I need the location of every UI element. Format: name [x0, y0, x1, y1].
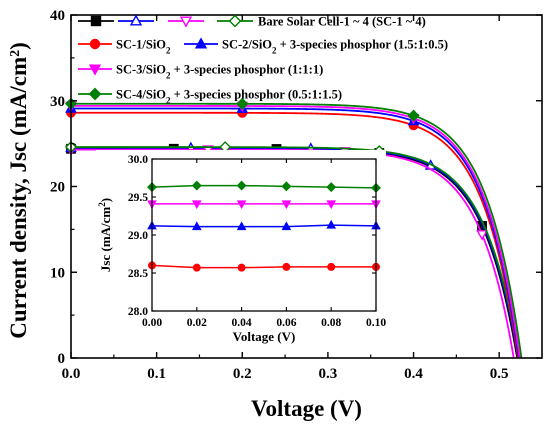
inset-x-tick-label: 0.10	[366, 317, 386, 329]
inset-series-line-1	[151, 184, 377, 189]
series-line-4	[71, 146, 520, 359]
inset-data-point-4-2	[192, 263, 201, 272]
inset-data-point-2-5	[326, 200, 337, 210]
y-tick-label: 40	[50, 8, 65, 24]
legend-label-bare: Bare Solar Cell-1 ~ 4 (SC-1 ~ 4)	[258, 15, 426, 29]
legend-bare-3-marker	[179, 16, 193, 28]
inset-series-line-4	[151, 264, 376, 269]
inset-x-axis-title: Voltage (V)	[233, 329, 296, 344]
inset-data-point-1-3	[236, 180, 247, 191]
inset-data-point-2-2	[191, 200, 202, 210]
legend-bare-4-marker	[228, 14, 242, 28]
inset-data-point-3-4	[281, 221, 292, 231]
inset-x-tick-label: 0.08	[321, 317, 341, 329]
y-tick-label: 0	[58, 351, 66, 367]
inset-y-tick-label: 29.5	[128, 192, 148, 204]
x-tick-label: 0.3	[319, 366, 338, 382]
legend-label-sc3: SC-3/SiO2 + 3-species phosphor (1:1:1)	[116, 63, 323, 81]
y-axis-title: Current density, Jsc (mA/cm2)	[6, 42, 31, 339]
inset-plot: 0.00 0.02 0.04 0.06 0.08 0.10 28.0 28.5 29.0 29.5…	[96, 150, 386, 348]
inset-series-line-3	[151, 224, 377, 228]
legend-sc4-marker	[88, 87, 102, 101]
legend-sc3-marker	[88, 64, 102, 76]
inset-x-tick-label: 0.04	[232, 317, 252, 329]
inset-data-point-4-4	[282, 262, 291, 271]
y-tick-label: 30	[50, 94, 65, 110]
legend-label-sc1: SC-1/SiO2	[116, 38, 171, 56]
inset-y-axis-title: Jsc (mA/cm2)	[97, 198, 113, 272]
inset-x-tick-label: 0.06	[276, 317, 296, 329]
inset-y-tick-label: 28.5	[128, 268, 148, 280]
x-tick-label: 0.4	[404, 366, 423, 382]
inset-data-point-4-3	[237, 263, 246, 272]
inset-y-tick-label: 30.0	[128, 154, 148, 166]
data-point-3-4	[476, 230, 488, 241]
inset-y-tick-label: 29.0	[128, 230, 148, 242]
legend: Bare Solar Cell-1 ~ 4 (SC-1 ~ 4) SC-1/SiO…	[78, 14, 448, 106]
legend-label-sc4: SC-4/SiO2 + 3-species phosphor (0.5:1:1.…	[116, 88, 342, 106]
legend-bare-2-marker	[129, 14, 143, 26]
inset-data-point-3-5	[326, 219, 337, 229]
series-line-6	[71, 107, 520, 359]
inset-data-point-2-4	[281, 200, 292, 210]
inset-x-tick-label: 0.00	[142, 317, 162, 329]
legend-label-sc2: SC-2/SiO2 + 3-species phosphor (1.5:1:0.…	[222, 38, 448, 56]
legend-bare-1-marker	[90, 15, 102, 27]
inset-data-point-3-3	[236, 221, 247, 231]
legend-sc2-marker	[194, 37, 208, 49]
series-line-7	[71, 105, 521, 359]
x-tick-label: 0.0	[62, 366, 81, 382]
x-tick-label: 0.1	[147, 366, 166, 382]
y-tick-label: 10	[50, 265, 65, 281]
inset-data-point-1-4	[281, 181, 292, 192]
x-tick-label: 0.5	[490, 366, 509, 382]
data-point-8-3	[407, 109, 420, 122]
legend-sc1-marker	[89, 38, 101, 50]
series-line-5	[70, 111, 519, 359]
series-line-8	[71, 102, 523, 359]
inset-data-point-2-3	[236, 200, 247, 210]
data-point-8-2	[236, 97, 249, 110]
inset-data-point-1-5	[326, 182, 337, 193]
inset-data-point-1-2	[191, 180, 202, 191]
y-tick-label: 20	[50, 180, 65, 196]
main-plot: 0.0 0.1 0.2 0.3 0.4 0.5 0 10 20 30 40 Voltage (V) Cu…	[6, 8, 543, 421]
inset-x-tick-label: 0.02	[187, 317, 207, 329]
x-tick-label: 0.2	[233, 366, 252, 382]
inset-data-point-4-5	[327, 262, 336, 271]
inset-data-point-3-2	[191, 221, 202, 231]
x-axis-title: Voltage (V)	[251, 396, 362, 421]
inset-y-tick-label: 28.0	[128, 306, 148, 318]
